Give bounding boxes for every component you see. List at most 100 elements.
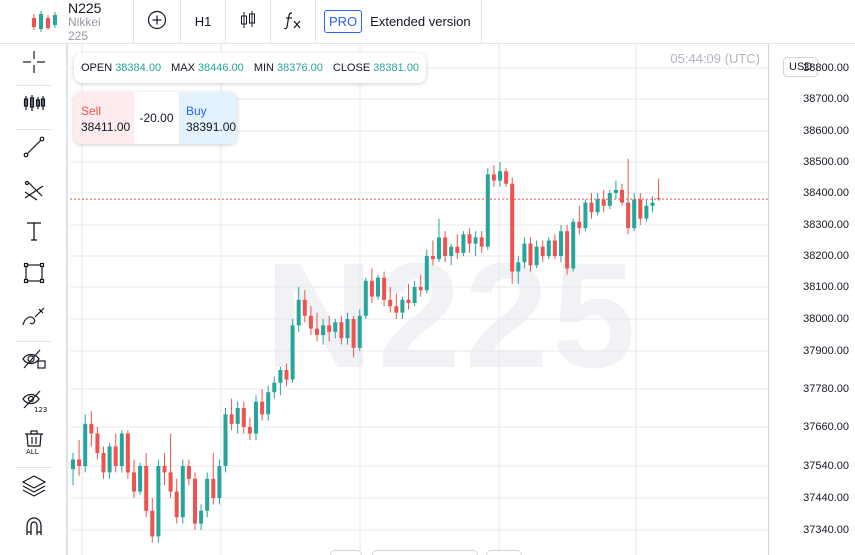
candle-body — [583, 202, 588, 229]
candle-body — [510, 183, 515, 272]
price-tick-label: 38100.00 — [803, 281, 849, 293]
symbol-name: Nikkei 225 — [68, 14, 101, 43]
indicators-button[interactable] — [271, 0, 316, 44]
brush-tool[interactable] — [18, 303, 50, 335]
candle-body — [162, 466, 167, 473]
price-tick-label: 38800.00 — [803, 62, 849, 74]
candle-body — [357, 315, 362, 348]
candle-body — [95, 433, 100, 453]
candle-body — [650, 202, 655, 206]
crosshair-icon — [22, 50, 46, 79]
candle-body — [424, 256, 429, 291]
candle-body — [229, 414, 234, 424]
candle-body — [461, 234, 466, 253]
candle-body — [467, 234, 472, 244]
candle-body — [443, 237, 448, 256]
candle-body — [595, 199, 600, 213]
svg-text:ALL: ALL — [26, 448, 39, 456]
candle-body — [369, 280, 374, 297]
symbol-selector[interactable]: N225 Nikkei 225 — [0, 0, 134, 44]
candle-body — [632, 199, 637, 229]
layers-tool[interactable] — [18, 471, 50, 503]
extended-version-button[interactable]: PRO Extended version — [316, 0, 482, 44]
candle-body — [205, 478, 210, 511]
text-tool[interactable] — [18, 217, 50, 249]
candle-body — [491, 174, 496, 181]
remove-all-icon: ALL — [22, 429, 46, 461]
candle-body — [113, 446, 118, 466]
candle-body — [77, 459, 82, 466]
pro-badge: PRO — [324, 10, 363, 33]
candle-body — [107, 446, 112, 473]
brush-icon — [21, 305, 47, 334]
bottom-tab[interactable] — [486, 550, 522, 555]
max-label: MAX — [171, 62, 195, 74]
buy-button[interactable]: Buy 38391.00 — [179, 92, 237, 144]
price-tick-label: 38600.00 — [803, 125, 849, 137]
add-symbol-button[interactable] — [134, 0, 181, 44]
candle-body — [540, 246, 545, 256]
candle-body — [101, 453, 106, 473]
candle-body — [284, 370, 289, 380]
candle-body — [327, 325, 332, 332]
candle-body — [260, 401, 265, 415]
fx-icon — [283, 10, 303, 33]
price-axis[interactable]: USD 38800.00 38700.00 38600.00 38500.00 3840… — [768, 44, 855, 555]
candle-body — [363, 280, 368, 316]
remove-all-tool[interactable]: ALL — [18, 429, 50, 461]
candle-body — [119, 433, 124, 466]
trend-line-tool[interactable] — [18, 133, 50, 165]
hide-drawings-tool[interactable] — [18, 345, 50, 377]
open-value: 38384.00 — [115, 62, 162, 74]
candle-body — [620, 189, 624, 203]
candle-body — [522, 243, 527, 263]
candle-body — [418, 287, 423, 291]
bottom-tab[interactable] — [330, 550, 362, 555]
candle-body — [479, 237, 484, 247]
indicator-tool[interactable] — [18, 89, 50, 121]
price-tick-label: 38500.00 — [803, 156, 849, 168]
candle-body — [406, 299, 411, 303]
candle-body — [315, 328, 319, 335]
hide-indicators-tool[interactable]: 123 — [18, 387, 50, 419]
candle-body — [138, 466, 143, 492]
hide-indicators-icon: 123 — [21, 389, 47, 418]
candle-body — [345, 319, 350, 339]
currency-badge[interactable]: USD — [783, 57, 819, 77]
fib-tools-icon — [22, 178, 46, 207]
rectangle-tool[interactable] — [18, 259, 50, 291]
top-toolbar: N225 Nikkei 225 H1 PRO Extended version — [0, 0, 855, 44]
sell-button[interactable]: Sell 38411.00 — [74, 92, 134, 144]
buy-label: Buy — [186, 104, 207, 118]
candle-body — [516, 262, 521, 272]
plus-circle-icon — [147, 10, 167, 33]
candle-body — [150, 510, 155, 537]
min-label: MIN — [253, 62, 274, 74]
extended-version-label: Extended version — [370, 14, 471, 29]
text-icon — [22, 219, 46, 248]
candle-body — [125, 433, 130, 473]
symbol-ticker: N225 — [68, 0, 102, 16]
fib-tool[interactable] — [18, 176, 50, 208]
candle-body — [400, 299, 405, 313]
candle-body — [339, 322, 344, 339]
magnet-tool[interactable] — [18, 514, 50, 546]
price-tick-label: 37900.00 — [803, 345, 849, 357]
candlestick-icon — [239, 10, 257, 33]
candles-icon — [30, 10, 58, 34]
min-value: 38376.00 — [276, 62, 323, 74]
crosshair-tool[interactable] — [18, 48, 50, 80]
buy-price: 38391.00 — [186, 120, 237, 134]
timeframe-button[interactable]: H1 — [181, 0, 226, 44]
layers-icon — [21, 473, 47, 502]
candle-body — [217, 466, 222, 498]
candlestick-chart[interactable] — [70, 44, 768, 555]
bottom-tab[interactable] — [372, 550, 478, 555]
candle-body — [333, 322, 338, 332]
price-tick-label: 38300.00 — [803, 219, 849, 231]
price-tick-label: 38200.00 — [803, 250, 849, 262]
toolbar-divider — [16, 85, 52, 86]
chart-pane[interactable]: N225 05:44:09 (UTC) OPEN 38384.00 MAX 38… — [70, 44, 768, 555]
chart-type-button[interactable] — [226, 0, 271, 44]
